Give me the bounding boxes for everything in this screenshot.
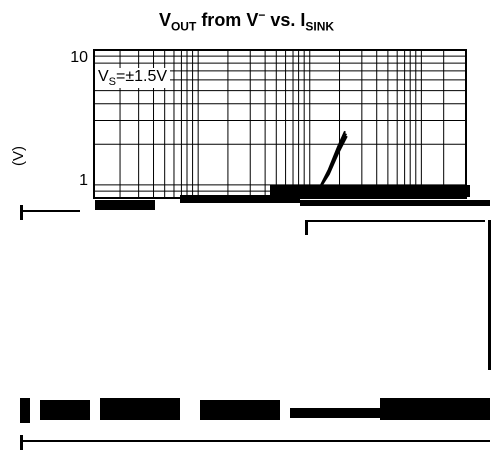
ytick-label-1: 1 bbox=[79, 172, 88, 189]
scan-artifacts bbox=[20, 185, 491, 450]
series-line-1 bbox=[317, 133, 347, 192]
chart-title: VOUT from V− vs. ISINK bbox=[158, 8, 335, 34]
series-group bbox=[317, 130, 348, 192]
series-line-2 bbox=[317, 135, 348, 192]
ytick-label-10: 10 bbox=[70, 49, 88, 66]
supply-voltage-annotation: VS=±1.5V bbox=[95, 68, 171, 89]
y-axis-unit: (V) bbox=[10, 146, 27, 166]
